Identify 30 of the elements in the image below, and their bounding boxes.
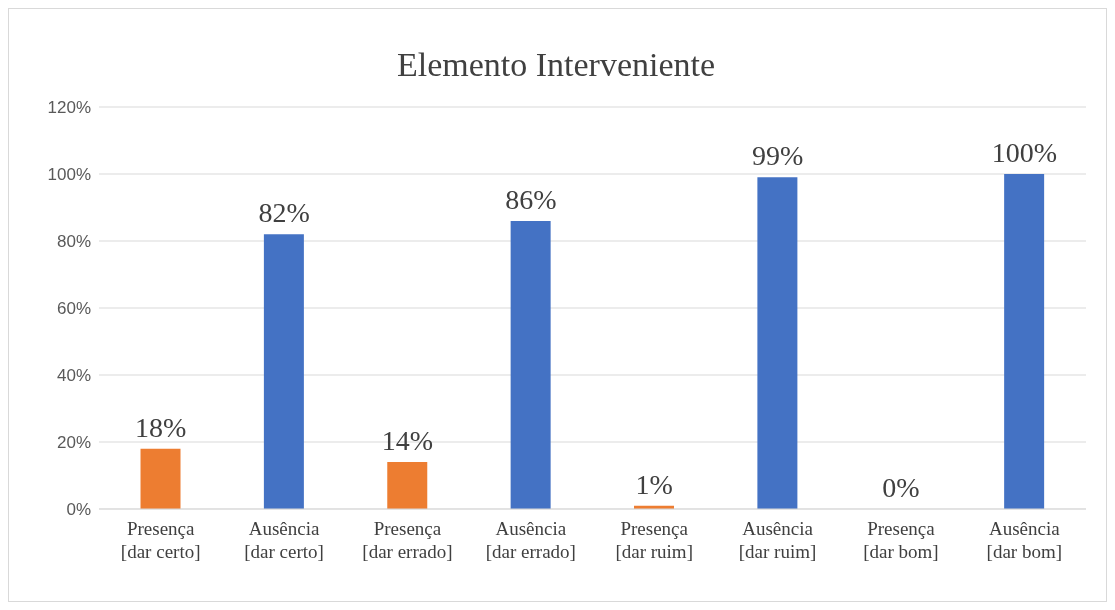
x-tick-label: Presença [dar bom] [863,518,939,562]
bar [263,234,304,509]
y-tick-label: 80% [56,232,91,252]
bar [510,220,551,509]
chart-title: Elemento Interveniente [396,46,716,83]
x-tick-label: Presença [dar errado] [362,518,453,562]
x-tick-label: Ausência [dar errado] [485,518,576,562]
bar [140,448,181,509]
x-tick-label: Ausência [dar ruim] [738,518,817,562]
y-tick-label: 20% [56,433,91,453]
bar [387,462,428,509]
data-label: 100% [991,137,1057,168]
y-tick-label: 60% [56,299,91,319]
y-tick-label: 0% [66,500,91,520]
data-label: 99% [751,140,804,172]
y-tick-label: 120% [47,98,91,118]
data-label: 18% [135,411,187,443]
y-tick-label: 40% [56,366,91,386]
data-label: 82% [258,197,310,229]
data-label: 0% [882,472,920,503]
x-tick-label: Presença [dar ruim] [615,518,693,562]
x-tick-label: Ausência [dar certo] [244,518,324,562]
x-tick-label: Presença [dar certo] [120,518,201,562]
data-label: 14% [381,425,434,457]
y-tick-label: 100% [47,165,91,185]
bar [1004,174,1045,509]
x-tick-label: Ausência [dar bom] [986,518,1063,562]
data-label: 1% [635,468,673,500]
bar [757,177,798,509]
data-label: 86% [505,183,557,215]
